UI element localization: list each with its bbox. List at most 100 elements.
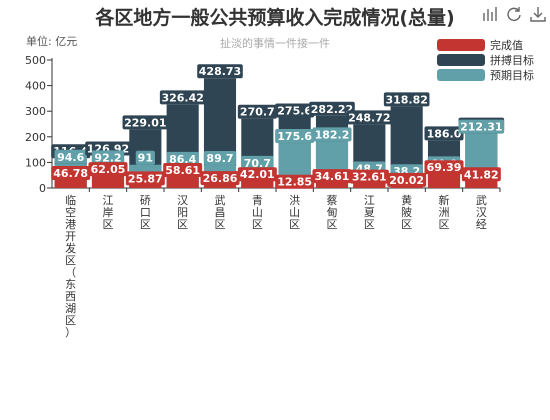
bar-chart-icon[interactable]	[482, 6, 498, 22]
x-category-label-char: 区	[364, 218, 375, 231]
legend: 完成值 拼搏目标 预期目标	[437, 38, 534, 83]
data-label-actual-bg	[387, 172, 427, 187]
data-label-stretch-bg	[197, 64, 243, 79]
data-label-stretch: 282.22	[311, 103, 353, 116]
x-category-label-char: 新	[439, 193, 450, 207]
x-category-label-char: 山	[252, 206, 263, 219]
chart-title: 各区地方一般公共预算收入完成情况(总量)	[95, 7, 455, 29]
x-category-label-char: 区	[65, 314, 76, 327]
bar-actual[interactable]	[315, 179, 349, 188]
x-category-label-char: 夏	[364, 206, 375, 219]
legend-label-stretch: 拼搏目标	[490, 54, 534, 67]
x-category-label-char: 经	[476, 218, 487, 231]
data-label-actual-bg	[125, 171, 165, 186]
x-category-label-char: 岸	[103, 206, 114, 219]
x-category-label-char: 青	[252, 194, 263, 207]
data-label-actual-bg	[275, 174, 315, 189]
data-label-actual: 69.39	[427, 161, 462, 174]
data-label-expected-bg	[458, 119, 505, 134]
data-label-expected-bg	[135, 150, 155, 165]
legend-item-actual[interactable]: 完成值	[437, 38, 534, 52]
data-label-stretch-bg	[383, 92, 430, 107]
data-label-actual: 32.61	[352, 171, 387, 184]
data-label-stretch: 275.6	[277, 104, 312, 117]
data-label-actual-bg	[88, 162, 128, 177]
toolbox	[482, 6, 546, 22]
x-category-label-char: 武	[476, 194, 487, 207]
legend-item-expected[interactable]: 预期目标	[437, 68, 534, 82]
data-label-stretch: 248.72	[348, 111, 390, 124]
y-tick-label: 500	[25, 54, 46, 67]
y-tick-label: 300	[25, 105, 46, 118]
data-label-expected-bg	[91, 150, 125, 165]
x-category-label-char: 区	[140, 218, 151, 231]
data-label-stretch: 428.73	[199, 65, 241, 78]
x-category-label-char: 区	[103, 218, 114, 231]
data-label-expected: 70.7	[244, 157, 271, 170]
x-category-label-char: 武	[215, 194, 226, 207]
data-label-actual: 62.05	[91, 163, 126, 176]
legend-swatch-expected	[437, 69, 485, 81]
x-category-label-char: 江	[103, 194, 114, 207]
legend-label-expected: 预期目标	[490, 69, 534, 82]
data-label-actual: 26.86	[203, 172, 238, 185]
data-label-actual: 34.61	[315, 170, 350, 183]
data-label-stretch-bg	[122, 115, 169, 130]
bar-actual[interactable]	[241, 177, 274, 188]
y-tick-label: 200	[25, 131, 46, 144]
chart-subtitle: 扯淡的事情一件接一件	[220, 37, 330, 50]
unit-label: 单位: 亿元	[26, 35, 78, 48]
bar-actual[interactable]	[353, 179, 386, 188]
x-category-label-char: 江	[364, 194, 375, 207]
y-tick-label: 100	[25, 156, 46, 169]
data-label-expected: 182.2	[315, 128, 350, 141]
data-label-stretch: 270.7	[240, 106, 275, 119]
x-category-label-char: 汉	[476, 206, 487, 219]
x-category-label-char: 阳	[177, 206, 188, 219]
data-label-actual: 20.02	[389, 174, 424, 187]
download-icon[interactable]	[530, 6, 546, 22]
x-category-label-char: 口	[140, 206, 151, 219]
data-label-actual: 12.85	[277, 176, 312, 189]
data-label-expected: 89.7	[206, 152, 233, 165]
data-label-actual-bg	[349, 169, 389, 184]
data-label-expected-bg	[275, 129, 315, 144]
data-label-actual-bg	[200, 171, 240, 186]
data-label-expected-bg	[312, 127, 352, 142]
data-label-stretch-bg	[424, 126, 464, 141]
x-category-label-char: 硚	[140, 194, 151, 207]
data-label-expected-bg	[203, 151, 237, 166]
data-label-stretch: 186.0	[427, 127, 462, 140]
data-label-actual: 25.87	[128, 172, 163, 185]
y-tick-label: 400	[25, 80, 46, 93]
data-label-actual: 46.78	[53, 167, 88, 180]
data-label-actual-bg	[163, 162, 203, 177]
x-category-label-char: 开	[65, 230, 76, 243]
x-category-label-char: 昌	[215, 206, 226, 219]
data-label-expected: 175.6	[277, 130, 312, 143]
data-label-stretch-bg	[237, 104, 277, 119]
data-label-actual-bg	[51, 166, 91, 181]
x-category-label-char: 湖	[65, 302, 76, 315]
data-label-stretch: 318.82	[385, 93, 427, 106]
x-category-label-char: 区	[439, 218, 450, 231]
bar-actual[interactable]	[465, 177, 498, 188]
refresh-icon[interactable]	[506, 6, 522, 22]
bar-actual[interactable]	[54, 176, 87, 188]
data-label-expected-bg	[166, 151, 199, 166]
legend-label-actual: 完成值	[490, 39, 523, 52]
data-label-stretch-bg	[159, 90, 206, 105]
x-category-label-char: 临	[65, 193, 76, 207]
data-label-stretch-bg	[346, 110, 393, 125]
legend-item-stretch[interactable]: 拼搏目标	[437, 53, 534, 67]
data-label-expected: 92.2	[94, 151, 121, 164]
x-category-label-char: ）	[65, 326, 76, 339]
x-category-label-char: 区	[401, 218, 412, 231]
x-category-label-char: 东	[65, 278, 76, 291]
x-category-label-char: 洪	[289, 193, 300, 207]
bar-actual[interactable]	[427, 170, 461, 188]
data-label-stretch-bg	[275, 103, 315, 118]
data-label-actual-bg	[461, 167, 501, 182]
legend-swatch-actual	[437, 39, 485, 51]
x-category-label-char: 区	[215, 218, 226, 231]
